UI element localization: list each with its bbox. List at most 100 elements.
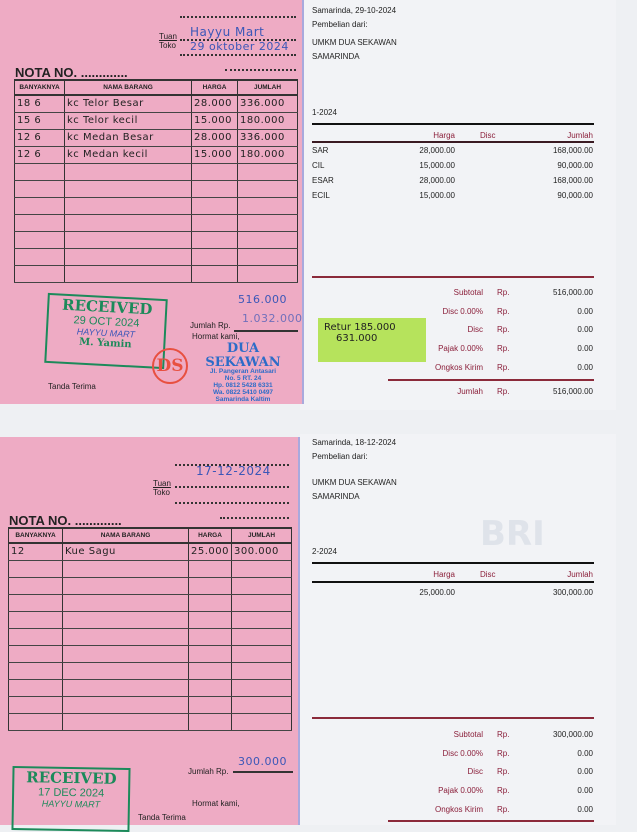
cell-total	[231, 628, 292, 646]
col-nama-barang: NAMA BARANG	[62, 527, 189, 544]
stamp-store: HAYYU MART	[41, 798, 101, 810]
table-row	[8, 594, 292, 612]
received-stamp: RECEIVED 29 OCT 2024 HAYYU MART M. Yamin	[44, 292, 168, 370]
row-harga: 28,000.00	[419, 146, 455, 155]
cell-total	[231, 560, 292, 578]
invoice-ref: 1-2024	[312, 108, 337, 117]
cell-qty	[8, 696, 63, 714]
hormat-kami-label: Hormat kami,	[192, 799, 240, 808]
receipt-table: BANYAKNYA NAMA BARANG HARGA JUMLAH 12 Kue…	[8, 527, 292, 731]
col-jumlah: Jumlah	[567, 131, 593, 140]
row-jumlah: 300,000.00	[552, 588, 593, 597]
cell-total: 336.000	[237, 129, 298, 147]
hormat-kami-label: Hormat kami,	[192, 332, 240, 341]
summary-currency: Rp.	[497, 288, 510, 297]
summary-label: Disc 0.00%	[442, 306, 483, 316]
summary-label: Disc	[467, 325, 483, 335]
row-name: ECIL	[312, 191, 330, 200]
cell-name: kc Medan kecil	[64, 146, 192, 164]
summary-currency: Rp.	[497, 748, 510, 758]
col-banyaknya: BANYAKNYA	[14, 79, 65, 96]
cell-qty: 12	[8, 543, 63, 561]
cell-name	[62, 594, 189, 612]
table-row	[8, 560, 292, 578]
summary-value: 0.00	[577, 748, 593, 758]
table-row	[8, 645, 292, 663]
table-row	[14, 163, 298, 181]
divider	[312, 562, 594, 564]
total-currency: Rp.	[497, 387, 510, 396]
cell-total	[237, 197, 298, 215]
summary-value: 0.00	[577, 306, 593, 316]
cell-name	[64, 163, 192, 181]
summary-value: 0.00	[577, 325, 593, 335]
summary-label: Subtotal	[453, 288, 483, 297]
stamp-title: RECEIVED	[26, 768, 117, 788]
cell-total	[231, 577, 292, 595]
cell-qty: 18 6	[14, 95, 65, 113]
summary-value: 0.00	[577, 344, 593, 354]
nota-number: NOTA NO. .............	[9, 513, 122, 528]
row-jumlah: 168,000.00	[552, 176, 593, 185]
cell-name	[62, 560, 189, 578]
dotted-line	[180, 39, 296, 41]
col-harga: Harga	[433, 570, 455, 579]
summary-currency: Rp.	[497, 306, 510, 316]
ds-logo: DS	[152, 348, 188, 384]
cell-name	[64, 248, 192, 266]
cell-total	[237, 180, 298, 198]
summary-label: Ongkos Kirim	[434, 804, 483, 814]
sticky-note-line-1: Retur 185.000	[324, 322, 396, 333]
divider	[388, 820, 594, 822]
seller-whatsapp: Wa. 0822 5410 0497	[212, 388, 274, 396]
table-row	[8, 679, 292, 697]
cell-total	[231, 611, 292, 629]
cell-qty	[14, 214, 65, 232]
cell-total	[231, 696, 292, 714]
dotted-line	[175, 502, 289, 504]
cell-qty	[8, 628, 63, 646]
cell-name	[62, 696, 189, 714]
cell-qty: 12 6	[14, 129, 65, 147]
cell-name	[62, 679, 189, 697]
cell-qty	[8, 679, 63, 697]
invoice-2: Samarinda, 18-12-2024 Pembelian dari: UM…	[300, 434, 616, 825]
summary-currency: Rp.	[497, 325, 510, 335]
dotted-line	[175, 486, 289, 488]
col-nama-barang: NAMA BARANG	[64, 79, 192, 96]
cell-price: 15.000	[191, 112, 238, 130]
cell-qty	[14, 197, 65, 215]
dotted-line	[180, 54, 296, 56]
cell-qty	[8, 645, 63, 663]
sticky-note: Retur 185.000 631.000	[318, 318, 426, 362]
table-row	[14, 265, 298, 283]
summary-currency: Rp.	[497, 730, 510, 739]
table-row: 12 6 kc Medan Besar 28.000 336.000	[14, 129, 298, 147]
toko-label: Toko	[159, 41, 176, 50]
cell-price	[188, 679, 232, 697]
cell-price	[188, 662, 232, 680]
cell-qty	[14, 265, 65, 283]
date-handwritten: 29 oktober 2024	[190, 40, 289, 53]
cell-price	[191, 197, 238, 215]
vendor-city: SAMARINDA	[312, 52, 360, 61]
cell-total	[237, 214, 298, 232]
from-label: Pembelian dari:	[312, 452, 368, 461]
cell-qty	[14, 180, 65, 198]
divider	[312, 276, 594, 278]
toko-label: Toko	[153, 488, 170, 497]
divider	[388, 379, 594, 381]
summary-label: Disc 0.00%	[442, 748, 483, 758]
col-jumlah: JUMLAH	[237, 79, 298, 96]
cell-price	[188, 611, 232, 629]
invoice-date: Samarinda, 29-10-2024	[312, 6, 397, 15]
table-row: 12 Kue Sagu 25.000 300.000	[8, 543, 292, 561]
cell-total	[231, 713, 292, 731]
cell-name	[64, 265, 192, 283]
summary-label: Pajak 0.00%	[438, 786, 483, 796]
cell-qty: 12 6	[14, 146, 65, 164]
summary-value: 0.00	[577, 804, 593, 814]
col-disc: Disc	[480, 131, 496, 140]
receipt-2: 17-12-2024 Tuan Toko NOTA NO. ..........…	[0, 437, 300, 832]
cell-price	[191, 163, 238, 181]
